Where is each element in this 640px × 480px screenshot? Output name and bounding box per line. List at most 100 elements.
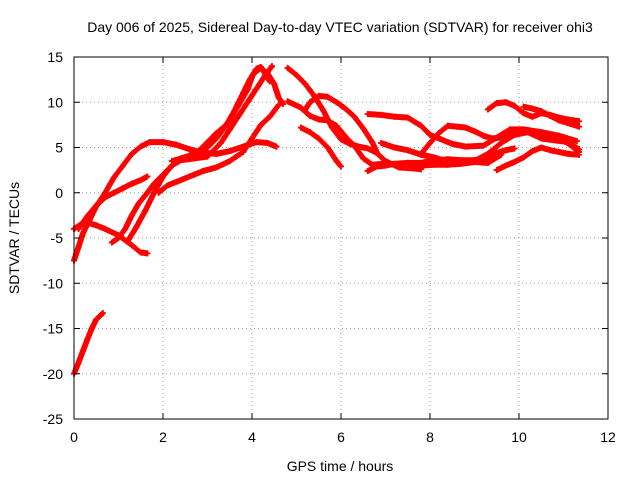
y-tick-label: 10 [47, 94, 63, 110]
series-track-20 [493, 144, 583, 174]
data-point [324, 144, 331, 151]
data-point [373, 163, 380, 170]
data-point [462, 124, 469, 131]
axis-ticks [73, 56, 609, 420]
data-point [142, 192, 149, 199]
y-tick-label: 5 [55, 140, 63, 156]
data-point [160, 139, 166, 146]
data-point [164, 182, 171, 189]
data-point [576, 151, 583, 158]
x-tick-labels: 0 2 4 6 8 10 12 [70, 429, 616, 445]
data-point [391, 160, 398, 167]
data-point [191, 171, 198, 178]
data-point [84, 213, 91, 220]
y-tick-label: 15 [47, 49, 63, 65]
data-point [342, 105, 349, 112]
data-point [244, 99, 251, 106]
data-point [427, 131, 433, 138]
series-track-16 [404, 151, 505, 169]
data-point [217, 139, 224, 146]
y-tick-label: -20 [43, 366, 63, 382]
data-point [186, 146, 193, 153]
data-point [520, 154, 527, 161]
data-point [111, 174, 118, 181]
data-point [404, 161, 411, 168]
x-tick-label: 0 [70, 429, 78, 445]
data-point [93, 316, 100, 323]
data-point [547, 112, 554, 119]
data-point [142, 207, 149, 214]
data-point [204, 153, 211, 160]
data-point [471, 128, 478, 135]
data-point [551, 136, 558, 143]
data-point [79, 230, 86, 237]
data-point [556, 149, 563, 156]
data-point [306, 112, 313, 119]
data-point [498, 139, 505, 146]
y-tick-label: -25 [43, 411, 63, 427]
data-point [302, 106, 309, 113]
data-point [315, 92, 322, 99]
data-point [391, 144, 398, 151]
data-point [249, 73, 255, 80]
data-point [538, 144, 545, 151]
data-point [564, 120, 571, 127]
data-point [493, 100, 500, 107]
series-marker-path [124, 64, 273, 245]
data-point [168, 158, 175, 165]
data-point [146, 139, 153, 146]
data-point [480, 132, 487, 139]
data-point [569, 143, 576, 150]
data-point [257, 121, 264, 128]
data-point [529, 113, 536, 120]
data-point [369, 139, 376, 146]
data-point [556, 117, 563, 124]
data-point [511, 158, 518, 165]
data-point [373, 149, 380, 156]
x-axis-label: GPS time / hours [287, 458, 394, 474]
data-point [124, 238, 131, 245]
data-point [293, 72, 300, 79]
data-point [427, 139, 433, 146]
data-point [133, 224, 140, 231]
series-track-07 [155, 101, 282, 196]
series-marker-path [71, 310, 106, 377]
data-point [391, 113, 398, 120]
data-point [264, 139, 271, 146]
data-point [200, 168, 207, 175]
data-point [273, 143, 280, 150]
data-point [493, 167, 500, 174]
data-point [253, 139, 260, 146]
x-tick-label: 4 [248, 429, 256, 445]
data-point [182, 154, 189, 161]
data-point [111, 189, 118, 196]
y-tick-label: -5 [51, 230, 64, 246]
data-point [235, 101, 242, 108]
data-point [253, 85, 260, 92]
data-point [88, 325, 95, 332]
y-axis-label: SDTVAR / TECUs [6, 182, 22, 294]
data-point [226, 117, 233, 124]
data-point [226, 158, 233, 165]
data-point [378, 139, 385, 146]
data-point [418, 150, 425, 157]
series-track-01 [71, 310, 106, 377]
data-point [257, 64, 264, 71]
data-point [275, 94, 282, 101]
data-point [333, 122, 340, 129]
data-point [284, 98, 291, 105]
data-point [315, 116, 322, 123]
data-point [75, 225, 82, 232]
data-point [244, 86, 251, 93]
data-point [122, 225, 129, 232]
data-point [119, 162, 126, 169]
data-point [264, 70, 271, 77]
data-point [213, 150, 220, 157]
data-point [333, 158, 340, 165]
data-point [364, 145, 371, 152]
data-point [364, 168, 371, 175]
data-point [271, 81, 278, 88]
data-point [342, 133, 349, 140]
data-point [235, 112, 242, 119]
data-point [351, 113, 358, 120]
